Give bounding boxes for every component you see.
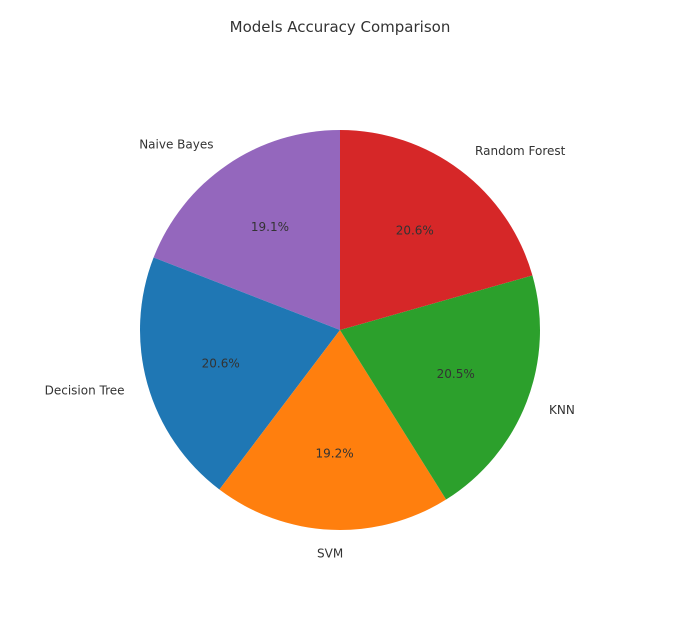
- pie-slice-label: SVM: [317, 546, 343, 560]
- pie-slice-label: Decision Tree: [45, 384, 125, 398]
- pie-pct-label: 20.6%: [396, 224, 434, 238]
- pie-slice-label: Random Forest: [475, 144, 566, 158]
- pie-pct-label: 20.6%: [202, 356, 240, 370]
- pie-pct-label: 19.2%: [315, 446, 353, 460]
- pie-slices: [140, 130, 540, 530]
- pie-chart-container: Models Accuracy Comparison 19.1%20.6%19.…: [0, 0, 680, 626]
- pie-pct-label: 20.5%: [437, 367, 475, 381]
- pie-chart-svg: 19.1% 20.6% 19.2% 20.5% 20.6% Naive Bayes Dec…: [0, 0, 680, 626]
- pie-slice-label: KNN: [549, 403, 575, 417]
- pie-slice-label: Naive Bayes: [139, 138, 213, 152]
- pie-pct-label: 19.1%: [251, 220, 289, 234]
